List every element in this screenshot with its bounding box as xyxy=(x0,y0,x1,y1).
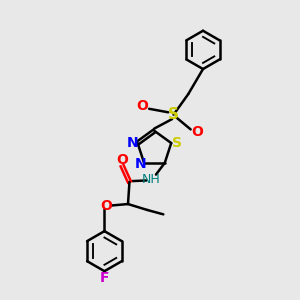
Text: O: O xyxy=(100,199,112,212)
Text: O: O xyxy=(191,125,203,139)
Text: N: N xyxy=(127,136,138,150)
Text: F: F xyxy=(100,271,109,285)
Text: NH: NH xyxy=(142,172,161,185)
Text: O: O xyxy=(116,154,128,167)
Text: S: S xyxy=(172,136,182,150)
Text: N: N xyxy=(135,157,146,171)
Text: S: S xyxy=(168,107,179,122)
Text: O: O xyxy=(136,99,148,113)
